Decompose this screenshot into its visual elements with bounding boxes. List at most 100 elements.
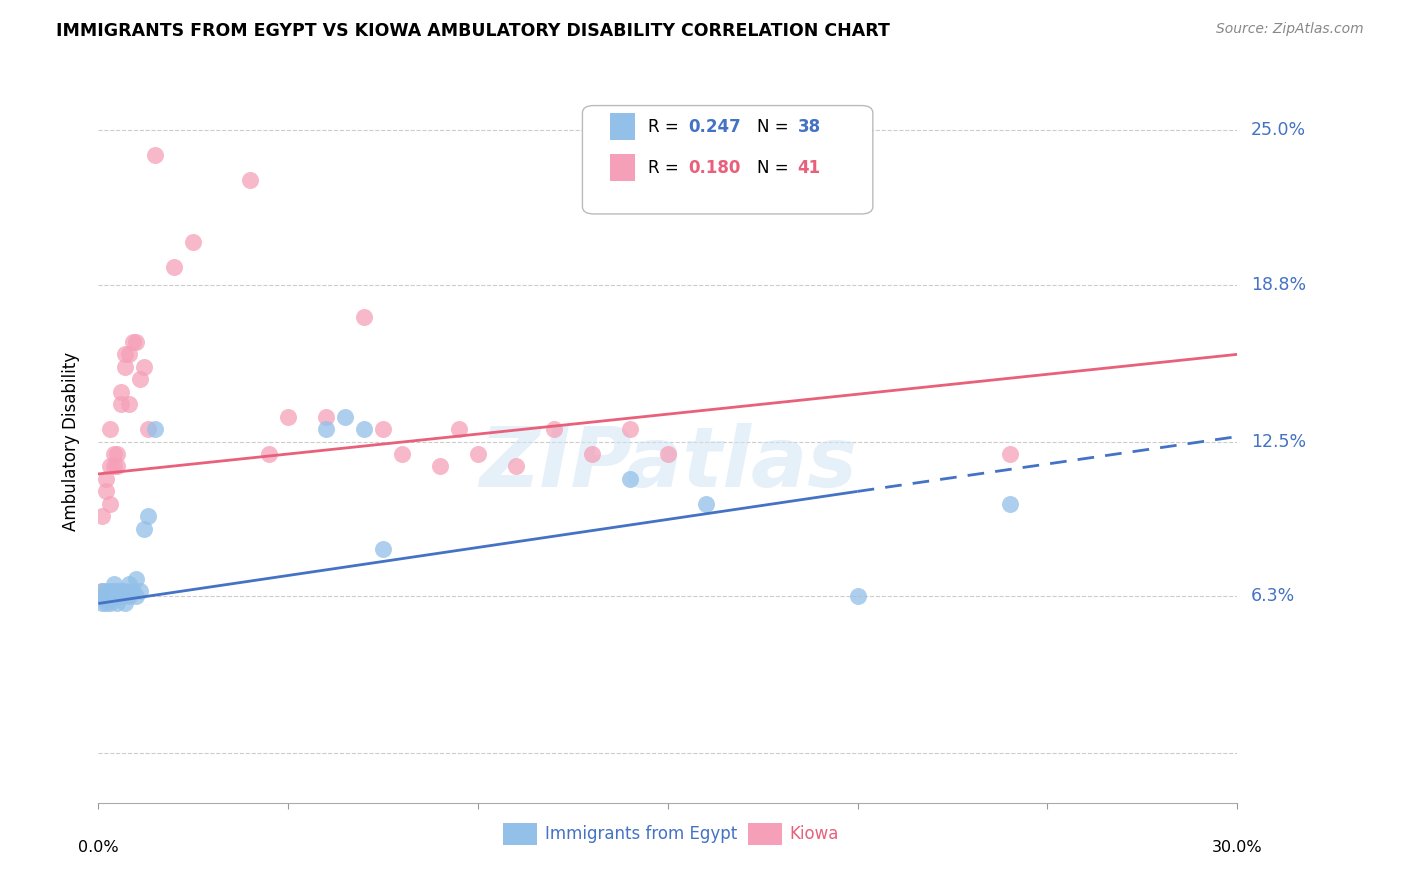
- Point: [94, 589, 117, 603]
- Text: 12.5%: 12.5%: [1251, 433, 1306, 450]
- Text: 25.0%: 25.0%: [1251, 121, 1306, 139]
- Text: R =: R =: [648, 118, 685, 136]
- Point: [98, 459, 121, 474]
- Text: ZIPatlas: ZIPatlas: [479, 423, 856, 504]
- Point: [114, 597, 136, 611]
- Point: [103, 584, 125, 599]
- Text: 41: 41: [797, 159, 821, 177]
- Bar: [503, 823, 537, 845]
- Point: [125, 589, 148, 603]
- Point: [98, 597, 121, 611]
- Point: [846, 589, 869, 603]
- Text: IMMIGRANTS FROM EGYPT VS KIOWA AMBULATORY DISABILITY CORRELATION CHART: IMMIGRANTS FROM EGYPT VS KIOWA AMBULATOR…: [56, 22, 890, 40]
- Point: [619, 472, 641, 486]
- Point: [118, 576, 141, 591]
- Point: [353, 422, 375, 436]
- Point: [107, 584, 129, 599]
- Point: [136, 509, 159, 524]
- Point: [98, 589, 121, 603]
- Point: [107, 459, 129, 474]
- Point: [145, 148, 167, 162]
- Text: N =: N =: [756, 159, 793, 177]
- Text: Kiowa: Kiowa: [790, 825, 839, 843]
- Point: [121, 584, 143, 599]
- Point: [505, 459, 527, 474]
- Point: [581, 447, 603, 461]
- Point: [107, 589, 129, 603]
- Point: [129, 584, 152, 599]
- Point: [125, 334, 148, 349]
- Point: [107, 447, 129, 461]
- Point: [467, 447, 489, 461]
- Point: [91, 597, 114, 611]
- Text: 6.3%: 6.3%: [1251, 587, 1295, 605]
- Bar: [748, 823, 782, 845]
- Point: [998, 497, 1021, 511]
- Point: [277, 409, 299, 424]
- Point: [371, 422, 394, 436]
- Point: [107, 597, 129, 611]
- Text: 0.180: 0.180: [689, 159, 741, 177]
- Point: [103, 589, 125, 603]
- Point: [91, 584, 114, 599]
- Point: [98, 422, 121, 436]
- Point: [657, 447, 679, 461]
- Text: Source: ZipAtlas.com: Source: ZipAtlas.com: [1216, 22, 1364, 37]
- Text: 30.0%: 30.0%: [1212, 840, 1263, 855]
- Text: N =: N =: [756, 118, 793, 136]
- Point: [132, 359, 155, 374]
- Point: [695, 497, 717, 511]
- Point: [239, 173, 262, 187]
- Text: R =: R =: [648, 159, 685, 177]
- Point: [94, 472, 117, 486]
- Point: [94, 484, 117, 499]
- Point: [543, 422, 565, 436]
- Point: [114, 584, 136, 599]
- Point: [129, 372, 152, 386]
- Point: [145, 422, 167, 436]
- Point: [114, 359, 136, 374]
- Text: 0.247: 0.247: [689, 118, 741, 136]
- Bar: [610, 112, 636, 140]
- Point: [103, 576, 125, 591]
- Point: [449, 422, 471, 436]
- Point: [103, 447, 125, 461]
- Point: [98, 497, 121, 511]
- Text: 18.8%: 18.8%: [1251, 276, 1306, 293]
- Text: 38: 38: [797, 118, 821, 136]
- Y-axis label: Ambulatory Disability: Ambulatory Disability: [62, 352, 80, 531]
- Point: [371, 541, 394, 556]
- Point: [94, 584, 117, 599]
- Point: [132, 522, 155, 536]
- Point: [118, 589, 141, 603]
- Point: [114, 347, 136, 361]
- Text: Immigrants from Egypt: Immigrants from Egypt: [546, 825, 737, 843]
- Point: [163, 260, 186, 274]
- Point: [91, 589, 114, 603]
- Point: [118, 397, 141, 411]
- Point: [94, 591, 117, 606]
- Point: [353, 310, 375, 324]
- Point: [335, 409, 357, 424]
- Point: [110, 384, 132, 399]
- Point: [103, 459, 125, 474]
- Point: [136, 422, 159, 436]
- Bar: [610, 154, 636, 181]
- Point: [110, 584, 132, 599]
- Point: [183, 235, 205, 250]
- Point: [315, 409, 337, 424]
- Point: [998, 447, 1021, 461]
- Point: [429, 459, 451, 474]
- Point: [94, 597, 117, 611]
- Point: [98, 591, 121, 606]
- Point: [91, 584, 114, 599]
- Point: [619, 422, 641, 436]
- Point: [125, 572, 148, 586]
- Point: [391, 447, 413, 461]
- Point: [98, 584, 121, 599]
- Point: [259, 447, 281, 461]
- FancyBboxPatch shape: [582, 105, 873, 214]
- Text: 0.0%: 0.0%: [79, 840, 118, 855]
- Point: [121, 334, 143, 349]
- Point: [315, 422, 337, 436]
